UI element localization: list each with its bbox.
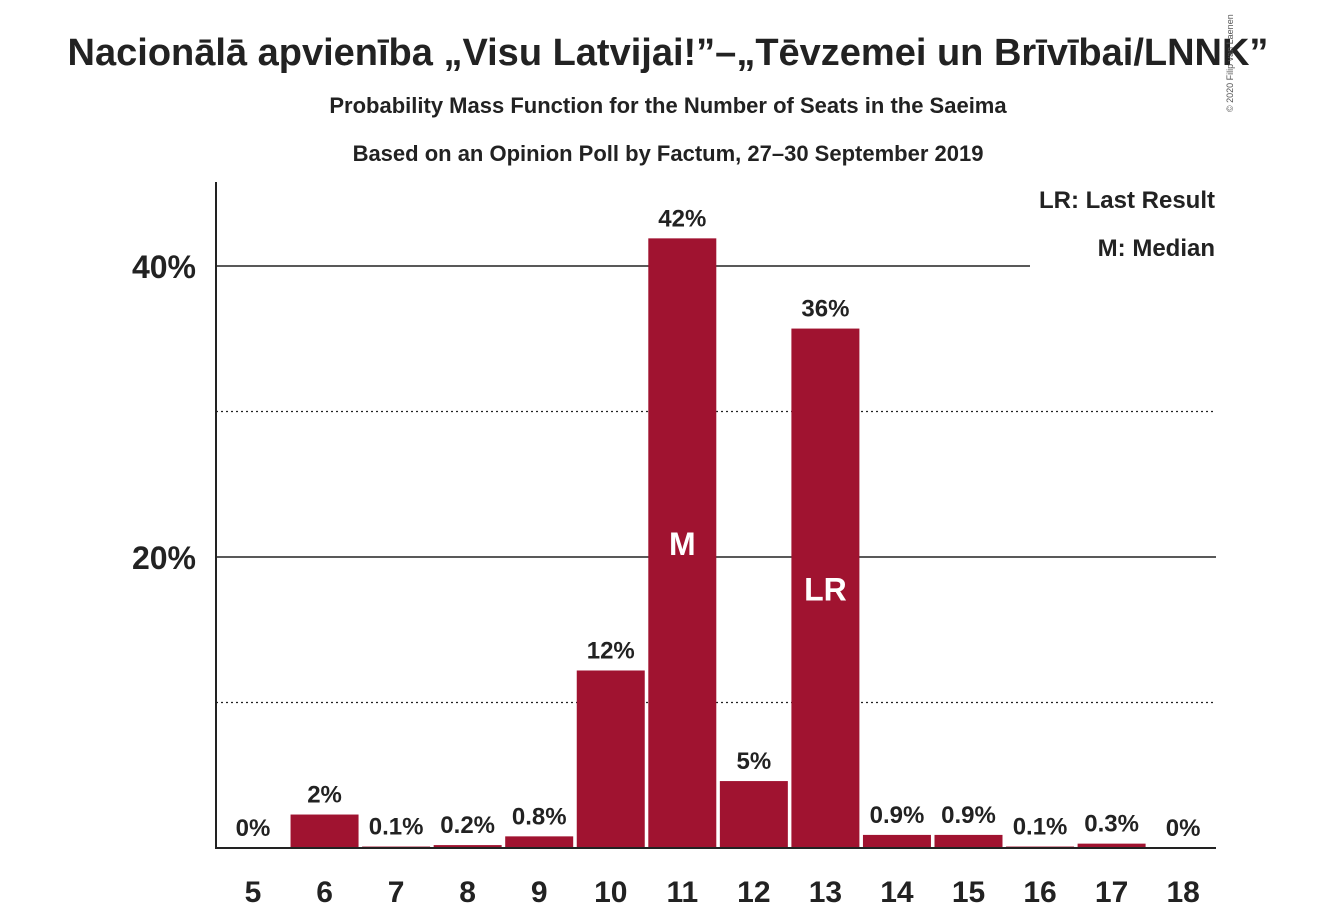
chart-subtitle: Probability Mass Function for the Number… xyxy=(329,93,1007,118)
in-bar-label-lr: LR xyxy=(804,571,847,607)
chart-subtitle-source: Based on an Opinion Poll by Factum, 27–3… xyxy=(353,141,984,166)
bar-seats-9 xyxy=(505,836,574,848)
bar-seats-10 xyxy=(576,670,645,848)
x-tick-label-10: 10 xyxy=(594,876,627,909)
legend-entry-last-result: LR: Last Result xyxy=(1039,187,1215,214)
x-tick-label-5: 5 xyxy=(245,876,262,909)
data-label-9: 0.8% xyxy=(512,803,567,830)
data-label-7: 0.1% xyxy=(369,814,424,841)
bar-seats-12 xyxy=(719,781,788,848)
bar-seats-14 xyxy=(862,834,931,848)
data-label-10: 12% xyxy=(587,637,635,664)
data-label-17: 0.3% xyxy=(1084,811,1139,838)
data-label-11: 42% xyxy=(658,205,706,232)
chart-title: Nacionālā apvienība „Visu Latvijai!”–„Tē… xyxy=(68,32,1269,74)
x-tick-label-14: 14 xyxy=(880,876,914,909)
x-tick-label-7: 7 xyxy=(388,876,405,909)
data-labels: 0% 2% 0.1% 0.2% 0.8% 12% 42% 5% 36% 0.9% 0.9% 0.1% 0… xyxy=(236,205,1201,842)
y-tick-label: 40% xyxy=(132,249,196,285)
x-tick-label-17: 17 xyxy=(1095,876,1128,909)
copyright-text: © 2020 Filip van Laenen xyxy=(1225,14,1235,112)
bars xyxy=(290,238,1146,849)
data-label-12: 5% xyxy=(737,748,772,775)
x-tick-label-16: 16 xyxy=(1023,876,1056,909)
bar-seats-8 xyxy=(433,845,502,848)
y-axis-ticks: 20% 40% xyxy=(132,249,196,576)
x-tick-label-13: 13 xyxy=(809,876,842,909)
bar-seats-13 xyxy=(791,328,860,848)
legend-background xyxy=(1030,180,1216,270)
data-label-15: 0.9% xyxy=(941,802,996,829)
y-tick-label: 20% xyxy=(132,540,196,576)
x-tick-label-11: 11 xyxy=(666,876,698,909)
data-label-16: 0.1% xyxy=(1013,814,1068,841)
x-tick-label-15: 15 xyxy=(952,876,985,909)
data-label-13: 36% xyxy=(801,296,849,323)
legend-entry-median: M: Median xyxy=(1098,235,1215,262)
data-label-5: 0% xyxy=(236,815,271,842)
in-bar-label-m: M xyxy=(669,526,696,562)
data-label-14: 0.9% xyxy=(870,802,925,829)
x-tick-label-9: 9 xyxy=(531,876,548,909)
data-label-6: 2% xyxy=(307,782,342,809)
x-tick-label-12: 12 xyxy=(737,876,770,909)
x-tick-label-6: 6 xyxy=(316,876,333,909)
data-label-18: 0% xyxy=(1166,815,1201,842)
x-tick-label-8: 8 xyxy=(459,876,476,909)
bar-seats-6 xyxy=(290,814,359,848)
x-tick-label-18: 18 xyxy=(1166,876,1199,909)
x-axis-ticks: 5 6 7 8 9 10 11 12 13 14 15 16 17 18 xyxy=(245,876,1200,909)
bar-seats-15 xyxy=(934,834,1003,848)
data-label-8: 0.2% xyxy=(440,812,495,839)
bar-seats-17 xyxy=(1077,843,1146,848)
bar-seats-11 xyxy=(648,238,717,849)
